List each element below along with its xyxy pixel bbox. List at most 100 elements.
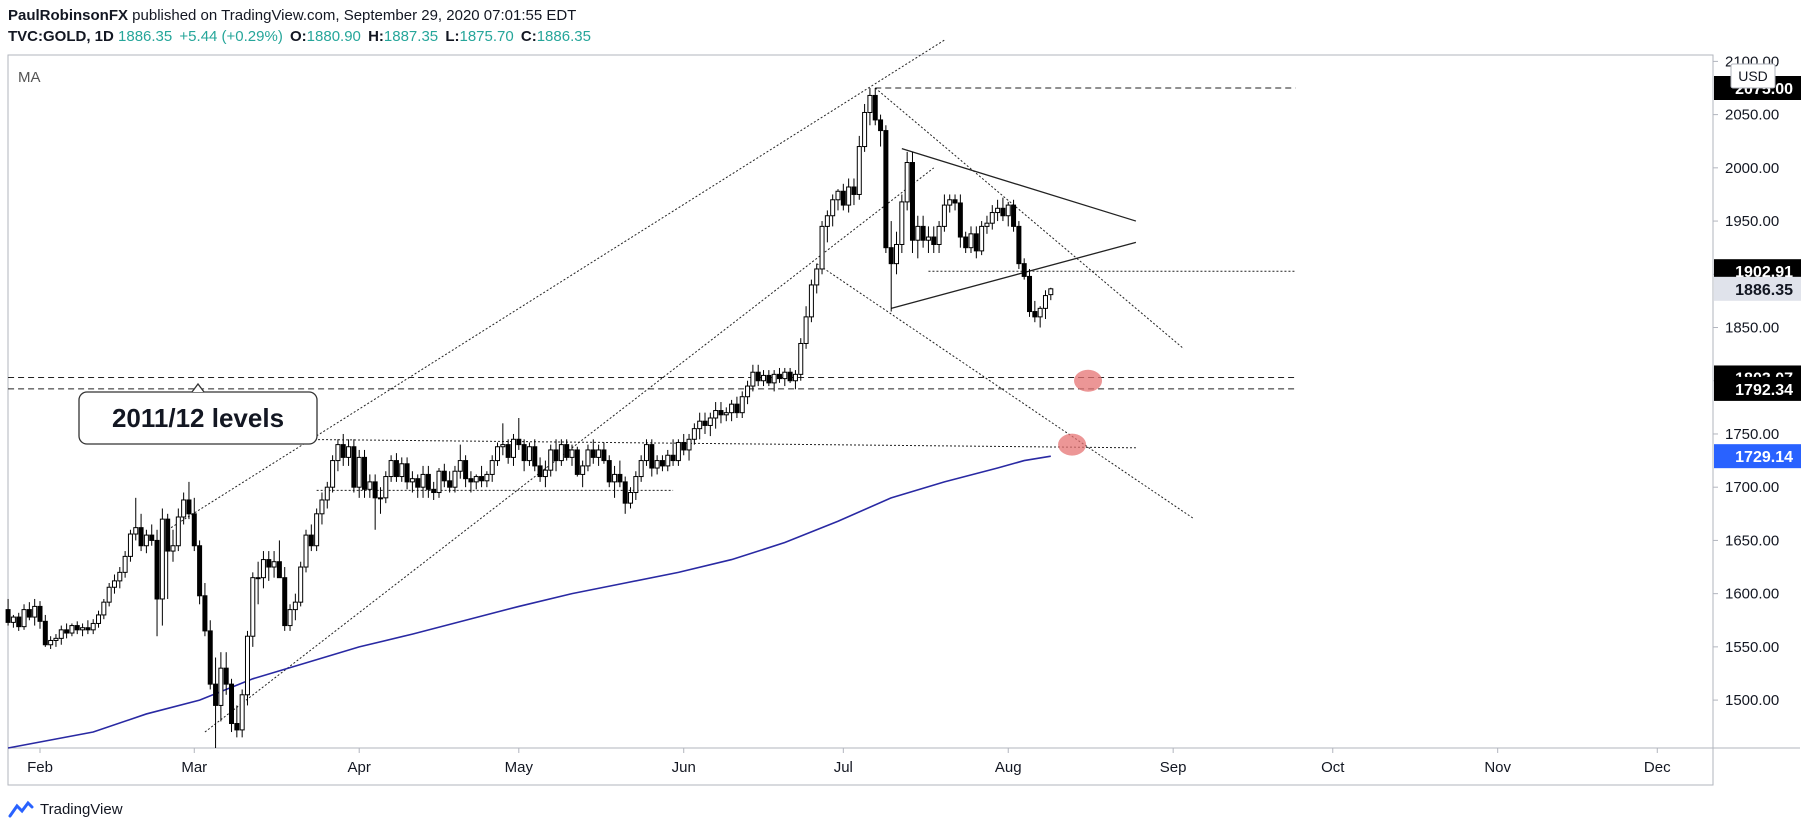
candle xyxy=(479,465,485,488)
candle xyxy=(739,391,745,418)
candle-body xyxy=(782,371,788,380)
candle-body xyxy=(1037,307,1043,318)
candle-body xyxy=(48,639,54,646)
candle-body xyxy=(681,441,687,451)
candle-body xyxy=(739,396,745,414)
candle xyxy=(617,460,623,488)
candle-body xyxy=(149,534,155,541)
candle xyxy=(628,487,634,509)
candle xyxy=(792,370,798,390)
candle xyxy=(915,215,921,259)
y-tick-label: 2000.00 xyxy=(1725,160,1779,177)
candle xyxy=(21,604,27,630)
candle xyxy=(260,551,266,589)
ma-layer xyxy=(7,455,1051,749)
candle-body xyxy=(234,723,240,731)
price-labels-layer: 2075.001902.911886.351803.071792.341729.… xyxy=(1714,76,1801,469)
candle-body xyxy=(862,111,868,148)
candle-body xyxy=(85,627,91,631)
trendline-5 xyxy=(901,148,1137,222)
candle xyxy=(526,442,532,466)
candle xyxy=(558,439,564,466)
candle xyxy=(441,463,447,488)
trendline-3 xyxy=(816,263,1195,520)
candle xyxy=(920,215,926,248)
candle xyxy=(872,88,878,126)
candle xyxy=(553,439,559,472)
ma-indicator-label[interactable]: MA xyxy=(18,69,41,86)
candle xyxy=(670,439,676,466)
candle-body xyxy=(351,446,357,488)
candle xyxy=(181,492,187,525)
trendline-2 xyxy=(874,87,1185,350)
open-value: 1880.90 xyxy=(306,28,361,45)
candle-body xyxy=(532,446,538,467)
y-tick-label: 1750.00 xyxy=(1725,426,1779,443)
candle xyxy=(377,487,383,514)
trendline-4 xyxy=(891,241,1137,309)
candle-body xyxy=(287,609,293,627)
candle xyxy=(899,194,905,253)
x-axis[interactable]: Feb Mar Apr May Jun Jul Aug Sep Oct Nov Dec xyxy=(27,748,1671,776)
candle xyxy=(409,471,415,493)
candle xyxy=(729,399,735,422)
candle-body xyxy=(936,225,942,245)
candle xyxy=(202,583,208,637)
candle-body xyxy=(340,444,346,458)
candle-body xyxy=(463,460,469,480)
candle xyxy=(447,471,453,493)
symbol-label[interactable]: TVC:GOLD, 1D xyxy=(8,28,114,45)
publisher-name[interactable]: PaulRobinsonFX xyxy=(8,7,128,24)
candle-body xyxy=(447,480,453,488)
candle-body xyxy=(495,446,501,462)
candle-body xyxy=(516,438,522,446)
candle-body xyxy=(766,374,772,384)
price-label-bg xyxy=(1714,276,1801,301)
candle-body xyxy=(894,243,900,265)
candle xyxy=(48,636,54,649)
candle-body xyxy=(606,460,612,483)
candle-body xyxy=(58,629,64,639)
candle-body xyxy=(995,207,1001,214)
markers-layer xyxy=(1058,369,1103,456)
x-tick-label: Dec xyxy=(1644,759,1671,776)
candle xyxy=(1048,287,1054,301)
candle-body xyxy=(399,463,405,478)
price-label-text: 1729.14 xyxy=(1735,449,1793,466)
y-tick-label: 1500.00 xyxy=(1725,692,1779,709)
candle xyxy=(138,513,144,552)
candle-body xyxy=(260,559,266,579)
candle xyxy=(537,457,543,482)
candle xyxy=(745,380,751,405)
candle-body xyxy=(830,199,836,217)
candle-body xyxy=(197,545,203,597)
candle-body xyxy=(186,499,192,515)
x-tick-label: Jun xyxy=(672,759,696,776)
candle-body xyxy=(909,162,915,241)
candle-body xyxy=(580,465,586,475)
price-chart[interactable]: MA 2100.002050.002000.001950.001900.0018… xyxy=(0,0,1805,800)
currency-badge[interactable]: USD xyxy=(1730,63,1776,89)
candle-body xyxy=(1005,204,1011,217)
candle-body xyxy=(42,620,48,646)
candle xyxy=(324,481,330,509)
candle xyxy=(675,439,681,466)
candle-body xyxy=(792,373,798,382)
candle-body xyxy=(122,555,128,573)
candle-body xyxy=(872,94,878,121)
candle-body xyxy=(628,492,634,504)
annotation-box: 2011/12 levels xyxy=(78,382,318,445)
candle xyxy=(814,263,820,294)
candle xyxy=(106,583,112,607)
candle-body xyxy=(851,186,857,195)
candle-body xyxy=(420,473,426,488)
candle xyxy=(213,657,219,748)
candle xyxy=(170,529,176,562)
footer-brand[interactable]: TradingView xyxy=(40,800,123,818)
candle-body xyxy=(686,438,692,451)
candle xyxy=(840,183,846,211)
candle-body xyxy=(213,683,219,706)
candle xyxy=(941,194,947,232)
candle-body xyxy=(106,586,112,603)
x-tick-label: Aug xyxy=(995,759,1022,776)
